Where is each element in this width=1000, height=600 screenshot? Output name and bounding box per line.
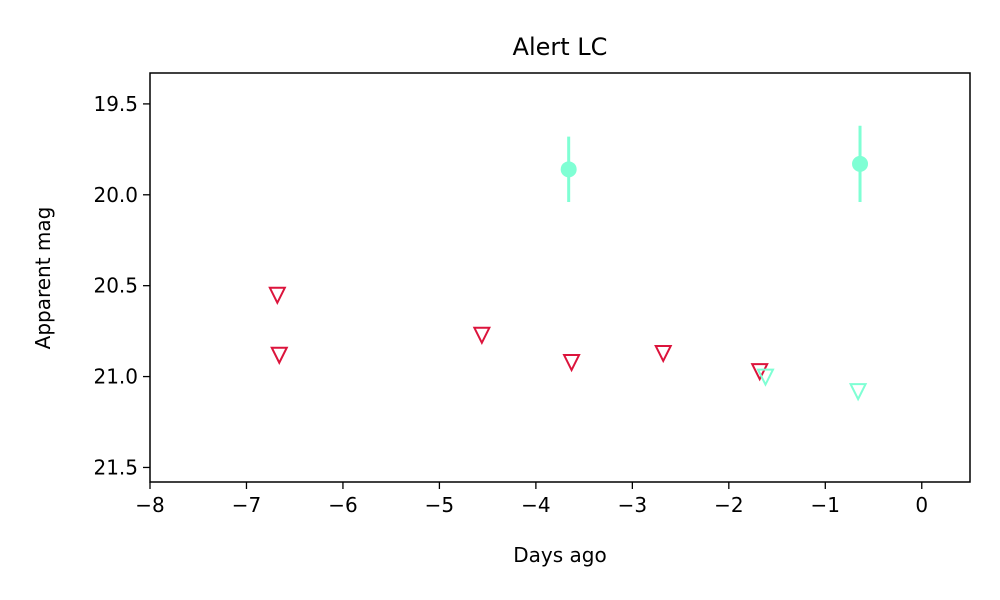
chart-title: Alert LC	[513, 33, 608, 61]
x-tick-label: −3	[618, 493, 647, 517]
upper-limit-marker	[756, 368, 775, 387]
x-tick-label: −2	[714, 493, 743, 517]
x-tick-label: −1	[811, 493, 840, 517]
y-tick-label: 20.5	[93, 274, 138, 298]
upper-limit-marker	[848, 383, 868, 402]
x-tick-label: −4	[521, 493, 550, 517]
upper-limit-marker	[270, 346, 289, 365]
x-axis-label: Days ago	[513, 543, 606, 567]
detection-point	[852, 155, 869, 172]
y-tick-label: 19.5	[93, 92, 138, 116]
plot-frame	[149, 72, 971, 483]
upper-limit-marker	[268, 286, 287, 306]
y-tick-label: 20.0	[93, 183, 138, 207]
x-tick-label: −8	[135, 493, 164, 517]
plot-area	[268, 125, 869, 402]
y-axis: 19.5 20.0 20.5 21.0 21.5	[93, 92, 150, 479]
x-axis: −8 −7 −6 −5 −4 −3 −2 −1 0	[135, 482, 928, 517]
upper-limit-marker	[654, 344, 673, 364]
x-tick-label: −7	[232, 493, 261, 517]
x-tick-label: −6	[328, 493, 357, 517]
detection-point	[560, 161, 577, 178]
upper-limit-marker	[472, 326, 491, 345]
x-tick-label: −5	[425, 493, 454, 517]
upper-limit-marker	[562, 354, 581, 373]
y-axis-label: Apparent mag	[31, 207, 55, 350]
x-tick-label: 0	[915, 493, 928, 517]
y-tick-label: 21.5	[93, 455, 138, 479]
y-tick-label: 21.0	[93, 365, 138, 389]
upper-limit-marker	[750, 363, 769, 382]
